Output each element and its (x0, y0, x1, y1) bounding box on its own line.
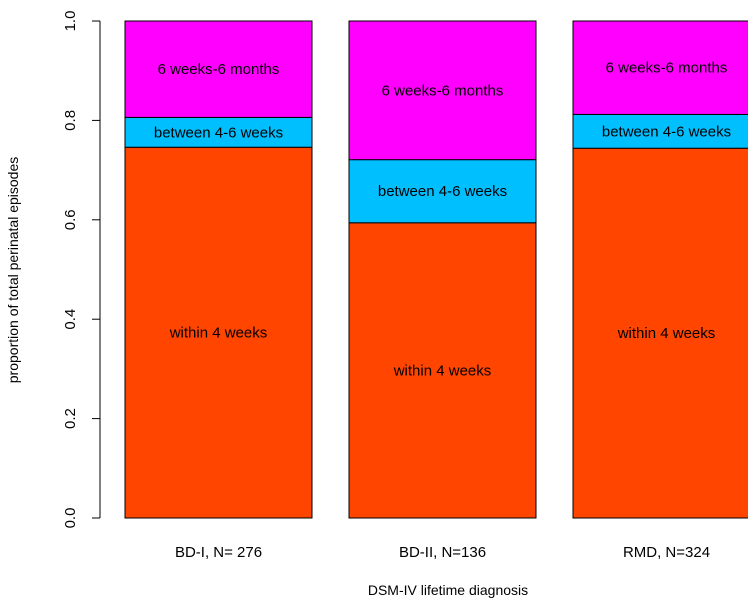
x-tick-labels: BD-I, N= 276 BD-II, N=136 RMD, N=324 (175, 544, 710, 561)
bar-segment (572, 113, 748, 149)
y-axis-title: proportion of total perinatal episodes (5, 157, 21, 383)
bars: within 4 weeks between 4-6 weeks 6 weeks-6… (124, 20, 748, 519)
segment-label: within 4 weeks (617, 325, 716, 342)
segment-label: 6 weeks-6 months (382, 82, 504, 99)
bar-segment (572, 20, 748, 115)
bar-segment (572, 147, 748, 519)
x-tick-label: BD-I, N= 276 (175, 544, 262, 561)
bar-segment (348, 222, 537, 519)
bar-segment (348, 159, 537, 224)
x-tick-label: RMD, N=324 (623, 544, 710, 561)
x-axis-title: DSM-IV lifetime diagnosis (368, 582, 528, 598)
bar-segment (124, 146, 313, 519)
bar-segment (124, 116, 313, 148)
segment-label: 6 weeks-6 months (158, 61, 280, 78)
segment-label: between 4-6 weeks (378, 183, 507, 200)
bar-segment (348, 20, 537, 161)
y-tick-label: 0.2 (62, 408, 79, 429)
y-tick-label: 0.6 (62, 209, 79, 230)
segment-label: 6 weeks-6 months (606, 60, 728, 77)
y-tick-label: 1.0 (62, 11, 79, 32)
segment-label: within 4 weeks (393, 362, 492, 379)
segment-label: within 4 weeks (169, 325, 268, 342)
x-tick-label: BD-II, N=136 (399, 544, 486, 561)
bar-segment (124, 20, 313, 118)
segment-label: between 4-6 weeks (602, 123, 731, 140)
y-tick-label: 0.0 (62, 508, 79, 529)
y-tick-label: 0.8 (62, 110, 79, 131)
y-axis: 0.0 0.2 0.4 0.6 0.8 1.0 (62, 11, 101, 529)
y-tick-label: 0.4 (62, 309, 79, 330)
segment-label: between 4-6 weeks (154, 124, 283, 141)
